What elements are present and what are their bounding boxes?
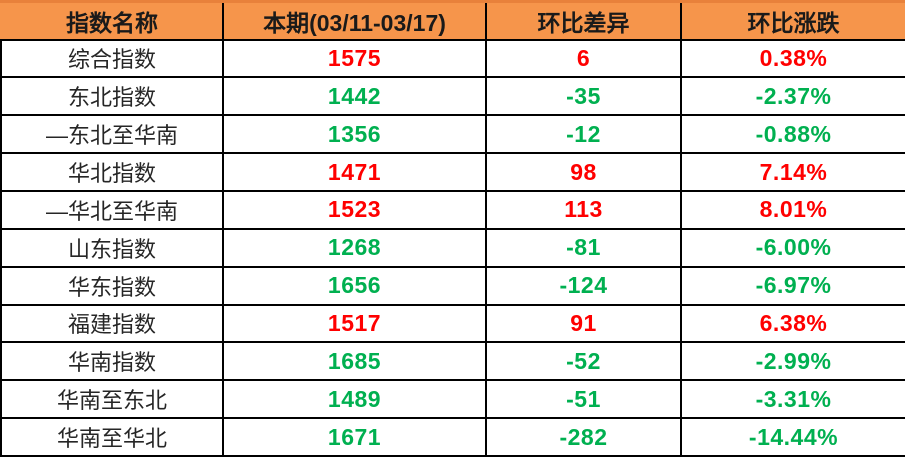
pct-cell: 8.01%: [680, 189, 905, 230]
table-row: —华北至华南 1523 113 8.01%: [0, 189, 905, 230]
header-pct-change: 环比涨跌: [680, 0, 905, 41]
table-row: 华北指数 1471 98 7.14%: [0, 152, 905, 192]
current-value-cell: 1517: [222, 303, 487, 344]
diff-cell: 98: [485, 152, 682, 192]
table-row: 综合指数 1575 6 0.38%: [0, 38, 905, 79]
index-name-cell: —华北至华南: [0, 189, 224, 230]
diff-cell: -12: [485, 114, 682, 155]
table-row: 福建指数 1517 91 6.38%: [0, 303, 905, 344]
table-row: —东北至华南 1356 -12 -0.88%: [0, 114, 905, 155]
header-index-name: 指数名称: [0, 0, 224, 41]
diff-cell: -52: [485, 341, 682, 382]
pct-cell: -6.97%: [680, 265, 905, 306]
index-name-cell: 东北指数: [0, 76, 224, 117]
pct-cell: 0.38%: [680, 38, 905, 79]
index-name-cell: 山东指数: [0, 227, 224, 268]
diff-cell: -81: [485, 227, 682, 268]
diff-cell: -124: [485, 265, 682, 306]
current-value-cell: 1656: [222, 265, 487, 306]
index-name-cell: 综合指数: [0, 38, 224, 79]
table-row: 山东指数 1268 -81 -6.00%: [0, 227, 905, 268]
current-value-cell: 1268: [222, 227, 487, 268]
current-value-cell: 1471: [222, 152, 487, 192]
table-row: 华南至华北 1671 -282 -14.44%: [0, 417, 905, 457]
diff-cell: 6: [485, 38, 682, 79]
current-value-cell: 1671: [222, 417, 487, 457]
pct-cell: 7.14%: [680, 152, 905, 192]
index-name-cell: 华东指数: [0, 265, 224, 306]
pct-cell: -2.99%: [680, 341, 905, 382]
header-row: 指数名称 本期(03/11-03/17) 环比差异 环比涨跌: [0, 0, 905, 41]
current-value-cell: 1489: [222, 379, 487, 420]
index-name-cell: 华南指数: [0, 341, 224, 382]
pct-cell: -2.37%: [680, 76, 905, 117]
table-row: 华南至东北 1489 -51 -3.31%: [0, 379, 905, 420]
current-value-cell: 1442: [222, 76, 487, 117]
index-name-cell: 华南至华北: [0, 417, 224, 457]
index-name-cell: —东北至华南: [0, 114, 224, 155]
header-diff: 环比差异: [485, 0, 682, 41]
table-row: 东北指数 1442 -35 -2.37%: [0, 76, 905, 117]
table-row: 华南指数 1685 -52 -2.99%: [0, 341, 905, 382]
pct-cell: -6.00%: [680, 227, 905, 268]
index-name-cell: 华南至东北: [0, 379, 224, 420]
table-row: 华东指数 1656 -124 -6.97%: [0, 265, 905, 306]
current-value-cell: 1685: [222, 341, 487, 382]
current-value-cell: 1356: [222, 114, 487, 155]
pct-cell: -3.31%: [680, 379, 905, 420]
diff-cell: -282: [485, 417, 682, 457]
pct-cell: -14.44%: [680, 417, 905, 457]
current-value-cell: 1575: [222, 38, 487, 79]
pct-cell: 6.38%: [680, 303, 905, 344]
diff-cell: 91: [485, 303, 682, 344]
index-name-cell: 华北指数: [0, 152, 224, 192]
index-name-cell: 福建指数: [0, 303, 224, 344]
header-current-period: 本期(03/11-03/17): [222, 0, 487, 41]
diff-cell: -35: [485, 76, 682, 117]
diff-cell: -51: [485, 379, 682, 420]
current-value-cell: 1523: [222, 189, 487, 230]
pct-cell: -0.88%: [680, 114, 905, 155]
diff-cell: 113: [485, 189, 682, 230]
